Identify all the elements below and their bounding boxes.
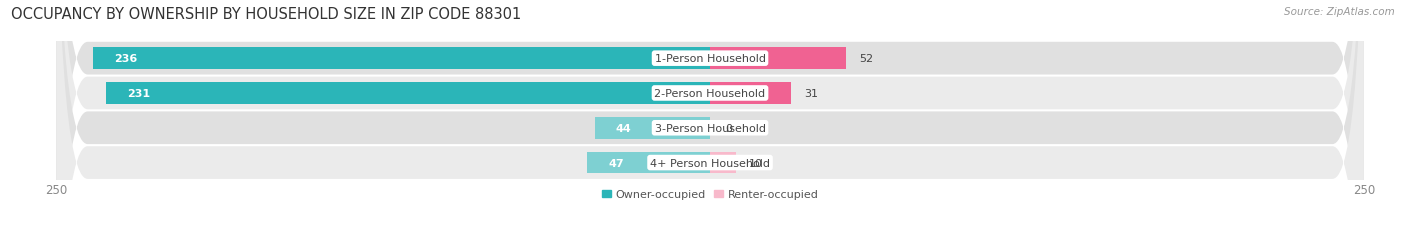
Bar	[595, 118, 710, 139]
Text: 44: 44	[616, 123, 631, 133]
FancyBboxPatch shape	[56, 0, 1364, 231]
Text: Source: ZipAtlas.com: Source: ZipAtlas.com	[1284, 7, 1395, 17]
Bar	[93, 48, 710, 70]
Text: 231: 231	[127, 88, 150, 99]
Text: 52: 52	[859, 54, 873, 64]
Text: 0: 0	[725, 123, 733, 133]
Text: 2-Person Household: 2-Person Household	[654, 88, 766, 99]
Bar	[710, 152, 737, 174]
Text: OCCUPANCY BY OWNERSHIP BY HOUSEHOLD SIZE IN ZIP CODE 88301: OCCUPANCY BY OWNERSHIP BY HOUSEHOLD SIZE…	[11, 7, 522, 22]
Bar	[588, 152, 710, 174]
Text: 1-Person Household: 1-Person Household	[655, 54, 765, 64]
Legend: Owner-occupied, Renter-occupied: Owner-occupied, Renter-occupied	[602, 190, 818, 200]
Bar	[710, 83, 792, 104]
Text: 10: 10	[749, 158, 763, 168]
FancyBboxPatch shape	[56, 0, 1364, 231]
Text: 31: 31	[804, 88, 818, 99]
Text: 47: 47	[607, 158, 624, 168]
Text: 4+ Person Household: 4+ Person Household	[650, 158, 770, 168]
Text: 236: 236	[114, 54, 136, 64]
Bar	[105, 83, 710, 104]
Text: 3-Person Household: 3-Person Household	[655, 123, 765, 133]
Bar	[710, 48, 846, 70]
FancyBboxPatch shape	[56, 0, 1364, 231]
FancyBboxPatch shape	[56, 0, 1364, 231]
